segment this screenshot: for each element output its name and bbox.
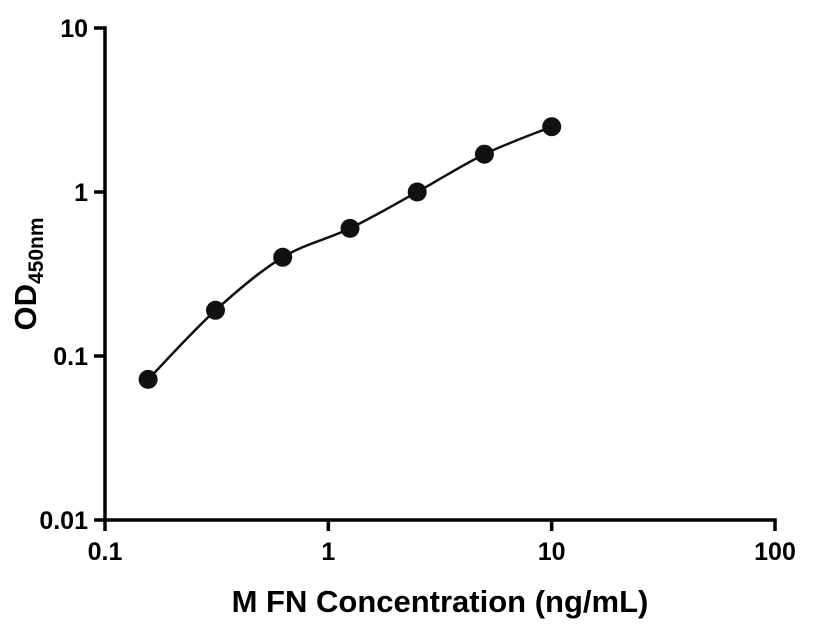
data-point bbox=[273, 247, 293, 267]
y-tick-label: 0.01 bbox=[39, 507, 88, 535]
data-point bbox=[206, 300, 225, 320]
data-point bbox=[474, 144, 494, 164]
y-tick-label: 1 bbox=[74, 179, 88, 207]
y-tick-label: 10 bbox=[60, 15, 88, 43]
x-tick-label: 10 bbox=[538, 538, 566, 566]
data-point bbox=[340, 218, 360, 238]
data-point bbox=[138, 369, 158, 389]
x-tick-label: 0.1 bbox=[88, 538, 123, 566]
y-axis-title: OD450nm bbox=[8, 217, 48, 330]
fit-curve bbox=[147, 125, 553, 381]
y-axis-title-main: OD bbox=[8, 284, 43, 331]
y-axis-title-sub: 450nm bbox=[25, 217, 48, 284]
y-tick-label: 0.1 bbox=[53, 343, 88, 371]
x-axis-title: M FN Concentration (ng/mL) bbox=[232, 584, 649, 619]
x-tick-label: 1 bbox=[321, 538, 335, 566]
x-tick-label: 100 bbox=[754, 538, 796, 566]
data-point bbox=[542, 117, 562, 137]
data-point bbox=[407, 182, 427, 202]
